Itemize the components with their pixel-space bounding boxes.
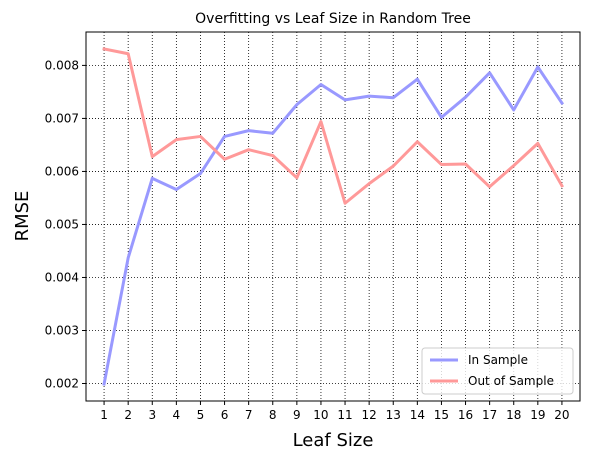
- x-axis-ticks: 1 2 3 4 5 6 7 8 9 10 11 12 13 14 15 16 17 18 19 20: [100, 401, 570, 422]
- x-tick-label: 20: [554, 408, 569, 422]
- x-tick-label: 17: [482, 408, 497, 422]
- x-tick-label: 2: [124, 408, 132, 422]
- x-tick-label: 14: [410, 408, 425, 422]
- y-tick-label: 0.007: [45, 111, 79, 125]
- y-axis-ticks: 0.002 0.003 0.004 0.005 0.006 0.007 0.008: [45, 58, 86, 391]
- x-tick-label: 12: [362, 408, 377, 422]
- legend: In Sample Out of Sample: [421, 347, 574, 395]
- y-tick-label: 0.005: [45, 217, 79, 231]
- chart-title: Overfitting vs Leaf Size in Random Tree: [195, 11, 471, 27]
- x-tick-label: 10: [313, 408, 328, 422]
- y-tick-label: 0.003: [45, 323, 79, 337]
- x-tick-label: 15: [434, 408, 449, 422]
- y-tick-label: 0.004: [45, 270, 79, 284]
- legend-label-in-sample: In Sample: [468, 353, 528, 367]
- x-tick-label: 18: [506, 408, 521, 422]
- y-tick-label: 0.002: [45, 377, 79, 391]
- x-tick-label: 16: [458, 408, 473, 422]
- x-tick-label: 8: [269, 408, 277, 422]
- series-lines: [102, 47, 565, 386]
- legend-box: [421, 347, 574, 395]
- x-tick-label: 3: [148, 408, 156, 422]
- x-tick-label: 19: [530, 408, 545, 422]
- y-tick-label: 0.006: [45, 164, 79, 178]
- plot-frame: [85, 31, 581, 402]
- x-tick-label: 1: [100, 408, 108, 422]
- x-tick-label: 6: [221, 408, 229, 422]
- x-axis-label: Leaf Size: [293, 430, 374, 451]
- x-tick-label: 13: [386, 408, 401, 422]
- x-tick-label: 7: [245, 408, 253, 422]
- series-line-out-of-sample: [102, 47, 564, 205]
- x-tick-label: 9: [293, 408, 301, 422]
- x-tick-label: 4: [173, 408, 181, 422]
- x-tick-label: 5: [197, 408, 205, 422]
- series-line-in-sample: [102, 65, 565, 386]
- grid: [86, 32, 580, 401]
- y-tick-label: 0.008: [45, 58, 79, 72]
- y-axis-label: RMSE: [12, 191, 33, 242]
- x-tick-label: 11: [337, 408, 352, 422]
- legend-label-out-of-sample: Out of Sample: [468, 374, 554, 388]
